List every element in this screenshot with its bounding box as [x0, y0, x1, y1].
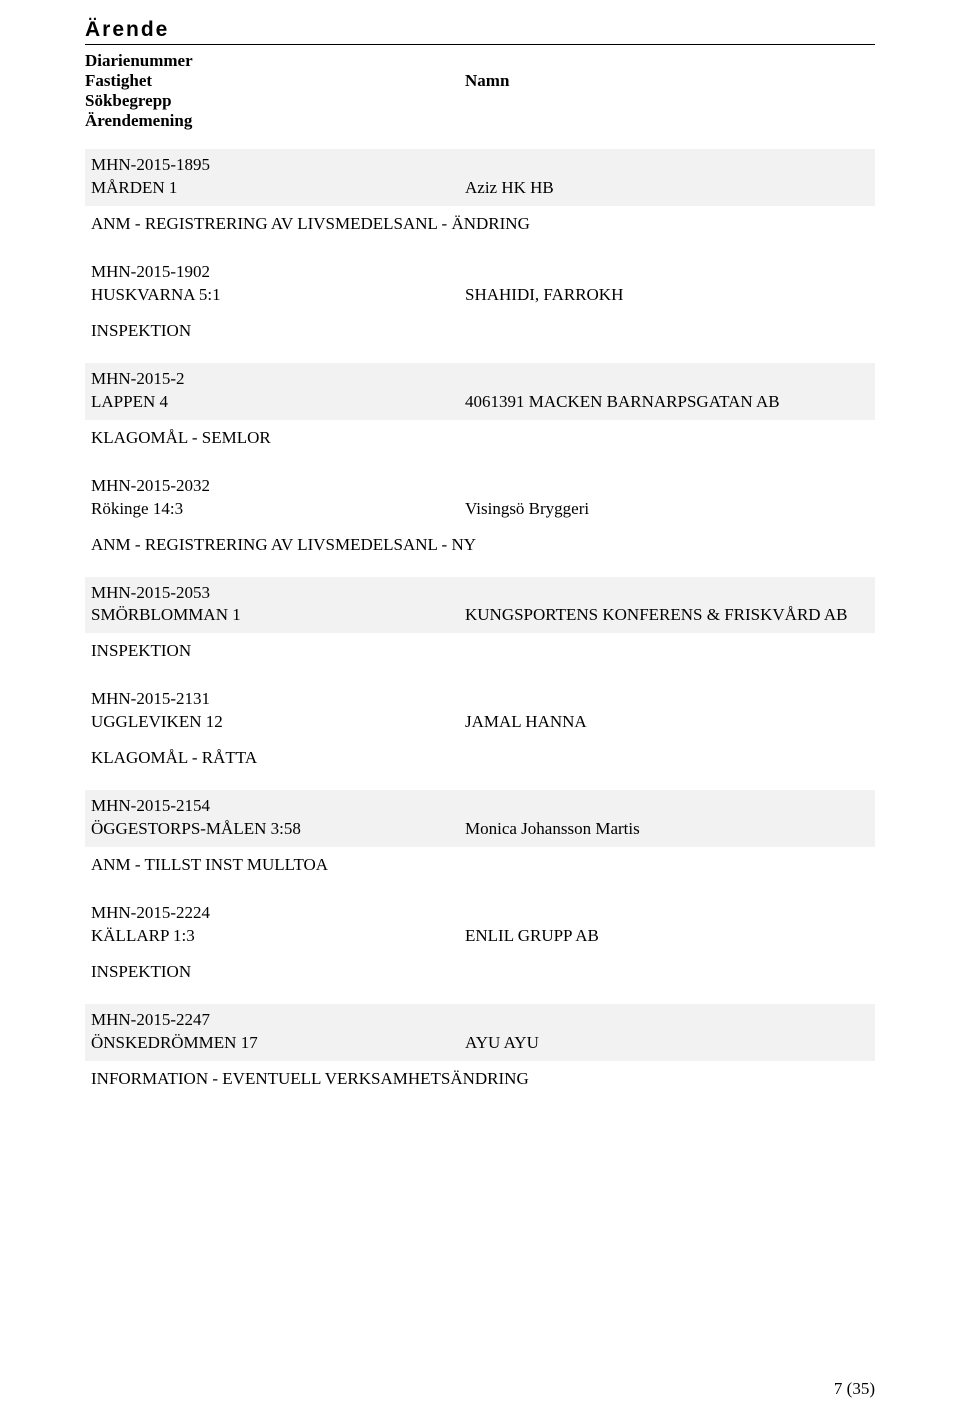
entry-namn: ENLIL GRUPP AB [465, 925, 869, 948]
entry-namn: SHAHIDI, FARROKH [465, 284, 869, 307]
entry: MHN-2015-2053SMÖRBLOMMAN 1KUNGSPORTENS K… [85, 577, 875, 662]
page: Ärende Diarienummer Fastighet Namn Sökbe… [0, 0, 960, 1424]
entry: MHN-2015-2154ÖGGESTORPS-MÅLEN 3:58Monica… [85, 790, 875, 875]
meta-empty [465, 91, 875, 111]
entry-box: MHN-2015-2032Rökinge 14:3Visingsö Brygge… [85, 470, 875, 527]
entry-subject: KLAGOMÅL - RÅTTA [85, 748, 875, 768]
entry-id: MHN-2015-2154 [91, 795, 465, 818]
entry-subject: ANM - REGISTRERING AV LIVSMEDELSANL - ÄN… [85, 214, 875, 234]
entry-id: MHN-2015-2 [91, 368, 465, 391]
entry-id: MHN-2015-2131 [91, 688, 465, 711]
entry-id-line: MHN-2015-2053 [91, 582, 869, 605]
entry-fastighet-line: UGGLEVIKEN 12JAMAL HANNA [91, 711, 869, 734]
meta-row: Ärendemening [85, 111, 875, 131]
label-namn: Namn [465, 71, 875, 91]
entry-id-line: MHN-2015-2032 [91, 475, 869, 498]
entry-box: MHN-2015-2247ÖNSKEDRÖMMEN 17AYU AYU [85, 1004, 875, 1061]
entry-id: MHN-2015-2053 [91, 582, 465, 605]
entry-id: MHN-2015-2247 [91, 1009, 465, 1032]
entry-fastighet-line: SMÖRBLOMMAN 1KUNGSPORTENS KONFERENS & FR… [91, 604, 869, 627]
entry-fastighet-line: Rökinge 14:3Visingsö Bryggeri [91, 498, 869, 521]
entry-subject: ANM - REGISTRERING AV LIVSMEDELSANL - NY [85, 535, 875, 555]
entry: MHN-2015-2224KÄLLARP 1:3ENLIL GRUPP AB IN… [85, 897, 875, 982]
entry: MHN-2015-2LAPPEN 44061391 MACKEN BARNARP… [85, 363, 875, 448]
entries-list: MHN-2015-1895MÅRDEN 1Aziz HK HB ANM - REG… [85, 149, 875, 1089]
entry-namn: JAMAL HANNA [465, 711, 869, 734]
entry: MHN-2015-2131UGGLEVIKEN 12JAMAL HANNA KLA… [85, 683, 875, 768]
entry-fastighet: KÄLLARP 1:3 [91, 925, 465, 948]
entry-id-line: MHN-2015-2224 [91, 902, 869, 925]
entry-box: MHN-2015-2LAPPEN 44061391 MACKEN BARNARP… [85, 363, 875, 420]
meta-row: Fastighet Namn [85, 71, 875, 91]
entry-subject: ANM - TILLST INST MULLTOA [85, 855, 875, 875]
meta-row: Diarienummer [85, 51, 875, 71]
entry-fastighet-line: KÄLLARP 1:3ENLIL GRUPP AB [91, 925, 869, 948]
entry-namn: KUNGSPORTENS KONFERENS & FRISKVÅRD AB [465, 604, 869, 627]
entry: MHN-2015-2032Rökinge 14:3Visingsö Brygge… [85, 470, 875, 555]
entry-box: MHN-2015-1902HUSKVARNA 5:1SHAHIDI, FARRO… [85, 256, 875, 313]
entry: MHN-2015-1902HUSKVARNA 5:1SHAHIDI, FARRO… [85, 256, 875, 341]
entry: MHN-2015-1895MÅRDEN 1Aziz HK HB ANM - REG… [85, 149, 875, 234]
entry-namn: 4061391 MACKEN BARNARPSGATAN AB [465, 391, 869, 414]
label-diarienummer: Diarienummer [85, 51, 465, 71]
entry-id: MHN-2015-2032 [91, 475, 465, 498]
entry-id-line: MHN-2015-2131 [91, 688, 869, 711]
entry-namn: Aziz HK HB [465, 177, 869, 200]
entry-fastighet-line: HUSKVARNA 5:1SHAHIDI, FARROKH [91, 284, 869, 307]
label-arendemening: Ärendemening [85, 111, 465, 131]
entry-subject: INSPEKTION [85, 321, 875, 341]
label-sokbegrepp: Sökbegrepp [85, 91, 465, 111]
entry-box: MHN-2015-2154ÖGGESTORPS-MÅLEN 3:58Monica… [85, 790, 875, 847]
entry-fastighet: ÖGGESTORPS-MÅLEN 3:58 [91, 818, 465, 841]
entry-id-line: MHN-2015-2154 [91, 795, 869, 818]
entry-subject: INFORMATION - EVENTUELL VERKSAMHETSÄNDRI… [85, 1069, 875, 1089]
entry-fastighet: SMÖRBLOMMAN 1 [91, 604, 465, 627]
entry-fastighet: UGGLEVIKEN 12 [91, 711, 465, 734]
entry-fastighet: HUSKVARNA 5:1 [91, 284, 465, 307]
meta-row: Sökbegrepp [85, 91, 875, 111]
entry-fastighet: MÅRDEN 1 [91, 177, 465, 200]
entry: MHN-2015-2247ÖNSKEDRÖMMEN 17AYU AYU INFOR… [85, 1004, 875, 1089]
entry-subject: KLAGOMÅL - SEMLOR [85, 428, 875, 448]
entry-id-line: MHN-2015-1902 [91, 261, 869, 284]
page-title: Ärende [85, 18, 875, 42]
entry-id-line: MHN-2015-2247 [91, 1009, 869, 1032]
meta-empty [465, 51, 875, 71]
entry-fastighet-line: ÖNSKEDRÖMMEN 17AYU AYU [91, 1032, 869, 1055]
entry-id: MHN-2015-2224 [91, 902, 465, 925]
entry-subject: INSPEKTION [85, 962, 875, 982]
entry-id-line: MHN-2015-1895 [91, 154, 869, 177]
meta-empty [465, 111, 875, 131]
entry-id: MHN-2015-1902 [91, 261, 465, 284]
entry-namn: AYU AYU [465, 1032, 869, 1055]
entry-namn: Visingsö Bryggeri [465, 498, 869, 521]
entry-id-line: MHN-2015-2 [91, 368, 869, 391]
entry-box: MHN-2015-2131UGGLEVIKEN 12JAMAL HANNA [85, 683, 875, 740]
entry-fastighet: ÖNSKEDRÖMMEN 17 [91, 1032, 465, 1055]
entry-fastighet-line: ÖGGESTORPS-MÅLEN 3:58Monica Johansson Ma… [91, 818, 869, 841]
entry-namn: Monica Johansson Martis [465, 818, 869, 841]
entry-id: MHN-2015-1895 [91, 154, 465, 177]
label-fastighet: Fastighet [85, 71, 465, 91]
entry-fastighet-line: LAPPEN 44061391 MACKEN BARNARPSGATAN AB [91, 391, 869, 414]
entry-fastighet: LAPPEN 4 [91, 391, 465, 414]
page-number: 7 (35) [834, 1379, 875, 1399]
divider [85, 44, 875, 45]
entry-fastighet: Rökinge 14:3 [91, 498, 465, 521]
entry-box: MHN-2015-2053SMÖRBLOMMAN 1KUNGSPORTENS K… [85, 577, 875, 634]
entry-box: MHN-2015-1895MÅRDEN 1Aziz HK HB [85, 149, 875, 206]
entry-box: MHN-2015-2224KÄLLARP 1:3ENLIL GRUPP AB [85, 897, 875, 954]
entry-fastighet-line: MÅRDEN 1Aziz HK HB [91, 177, 869, 200]
header-meta: Diarienummer Fastighet Namn Sökbegrepp Ä… [85, 51, 875, 131]
entry-subject: INSPEKTION [85, 641, 875, 661]
